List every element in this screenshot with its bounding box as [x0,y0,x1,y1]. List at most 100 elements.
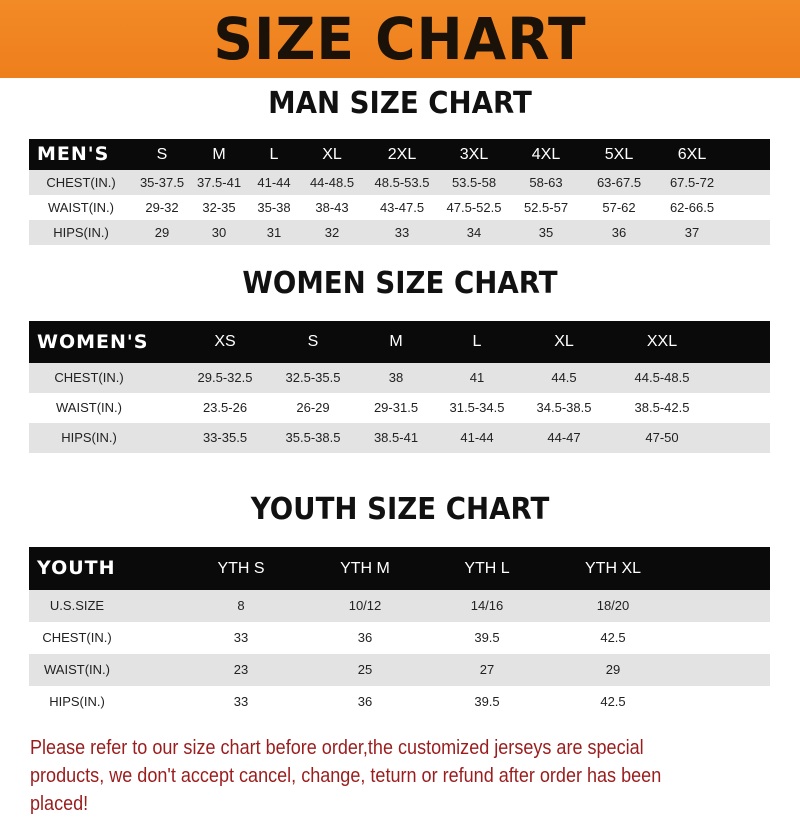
measurement-cell: 38.5-41 [373,430,419,445]
measurement-cell: 67.5-72 [669,175,715,190]
table-label: WOMEN'S [37,331,149,353]
measurement-cell: 41 [469,370,485,385]
measurement-cell: 37 [684,225,700,240]
size-header: YTH XL [584,560,642,577]
measurement-cell: 29 [154,225,170,240]
measurement-cell: 34.5-38.5 [536,400,592,415]
women-size-table: WOMEN'S XS S M L XL XXL CHEST(IN.) 29.5-32.5 32.5… [29,321,770,453]
row-label: HIPS(IN.) [53,225,109,240]
measurement-cell: 43-47.5 [379,200,425,215]
measurement-cell: 38 [388,370,404,385]
measurement-cell: 44.5 [551,370,577,385]
size-header: L [269,146,279,163]
measurement-cell: 39.5 [474,694,500,709]
table-header-row: MEN'S S M L XL 2XL 3XL 4XL 5XL 6XL [29,139,770,170]
measurement-cell: 41-44 [460,430,494,445]
table-row: CHEST(IN.) 29.5-32.5 32.5-35.5 38 41 44.5 44.5… [29,363,770,393]
measurement-cell: 44-48.5 [309,175,355,190]
size-header: YTH L [464,560,510,577]
row-label: HIPS(IN.) [61,430,117,445]
measurement-cell: 42.5 [600,630,626,645]
size-header: 5XL [604,146,634,163]
measurement-cell: 47.5-52.5 [446,200,502,215]
measurement-cell: 30 [211,225,227,240]
table-header-row: WOMEN'S XS S M L XL XXL [29,321,770,363]
measurement-cell: 41-44 [257,175,291,190]
row-label: WAIST(IN.) [48,200,114,215]
measurement-cell: 26-29 [296,400,330,415]
size-header: S [156,146,168,163]
measurement-cell: 47-50 [645,430,679,445]
header-banner: SIZE CHART [0,0,800,78]
measurement-cell: 33 [394,225,410,240]
measurement-cell: 25 [357,662,373,677]
measurement-cell: 33 [233,630,249,645]
measurement-cell: 23 [233,662,249,677]
measurement-cell: 8 [237,598,245,613]
measurement-cell: 42.5 [600,694,626,709]
measurement-cell: 35.5-38.5 [285,430,341,445]
table-row: U.S.SIZE 8 10/12 14/16 18/20 [29,590,770,622]
table-row: WAIST(IN.) 29-32 32-35 35-38 38-43 43-47.5 47.… [29,195,770,220]
women-chart-title: WOMEN SIZE CHART [242,266,558,301]
measurement-cell: 36 [357,630,373,645]
order-notice: Please refer to our size chart before or… [30,736,662,815]
measurement-cell: 34 [466,225,482,240]
size-header: 4XL [531,146,561,163]
measurement-cell: 39.5 [474,630,500,645]
measurement-cell: 32 [324,225,340,240]
measurement-cell: 36 [611,225,627,240]
size-header: YTH S [217,560,265,577]
row-label: CHEST(IN.) [46,175,116,190]
size-header: XL [554,333,574,350]
size-header: 3XL [459,146,489,163]
row-label: WAIST(IN.) [56,400,122,415]
table-row: CHEST(IN.) 33 36 39.5 42.5 [29,622,770,654]
row-label: U.S.SIZE [49,598,105,613]
measurement-cell: 58-63 [529,175,563,190]
measurement-cell: 35 [538,225,554,240]
size-header: YTH M [340,560,390,577]
measurement-cell: 53.5-58 [451,175,497,190]
measurement-cell: 38-43 [315,200,349,215]
measurement-cell: 18/20 [596,598,630,613]
size-header: M [389,333,403,350]
measurement-cell: 48.5-53.5 [374,175,430,190]
measurement-cell: 32.5-35.5 [285,370,341,385]
measurement-cell: 29.5-32.5 [197,370,253,385]
table-row: HIPS(IN.) 33-35.5 35.5-38.5 38.5-41 41-44 44-… [29,423,770,453]
measurement-cell: 31.5-34.5 [449,400,505,415]
measurement-cell: 23.5-26 [202,400,248,415]
table-row: CHEST(IN.) 35-37.5 37.5-41 41-44 44-48.5 48.5… [29,170,770,195]
measurement-cell: 44.5-48.5 [634,370,690,385]
row-label: WAIST(IN.) [44,662,110,677]
table-row: HIPS(IN.) 33 36 39.5 42.5 [29,686,770,718]
measurement-cell: 27 [479,662,495,677]
men-chart-title: MAN SIZE CHART [268,86,532,121]
size-header: XL [322,146,342,163]
measurement-cell: 63-67.5 [596,175,642,190]
table-label: MEN'S [37,143,110,165]
table-label: YOUTH [37,557,116,579]
size-header: 6XL [677,146,707,163]
size-header: 2XL [387,146,417,163]
youth-chart-title: YOUTH SIZE CHART [250,492,550,527]
measurement-cell: 37.5-41 [196,175,242,190]
measurement-cell: 36 [357,694,373,709]
men-size-table: MEN'S S M L XL 2XL 3XL 4XL 5XL 6XL CHEST(IN.) 35-37… [29,139,770,245]
size-header: XS [214,333,236,350]
size-header: L [472,333,482,350]
youth-size-table: YOUTH YTH S YTH M YTH L YTH XL U.S.SIZE 8 10/12… [29,547,770,718]
size-header: XXL [646,333,678,350]
measurement-cell: 57-62 [602,200,636,215]
measurement-cell: 33 [233,694,249,709]
measurement-cell: 29 [605,662,621,677]
measurement-cell: 44-47 [547,430,581,445]
size-header: S [307,333,319,350]
row-label: CHEST(IN.) [54,370,124,385]
measurement-cell: 62-66.5 [669,200,715,215]
table-header-row: YOUTH YTH S YTH M YTH L YTH XL [29,547,770,590]
measurement-cell: 31 [266,225,282,240]
measurement-cell: 52.5-57 [523,200,569,215]
measurement-cell: 35-37.5 [139,175,185,190]
